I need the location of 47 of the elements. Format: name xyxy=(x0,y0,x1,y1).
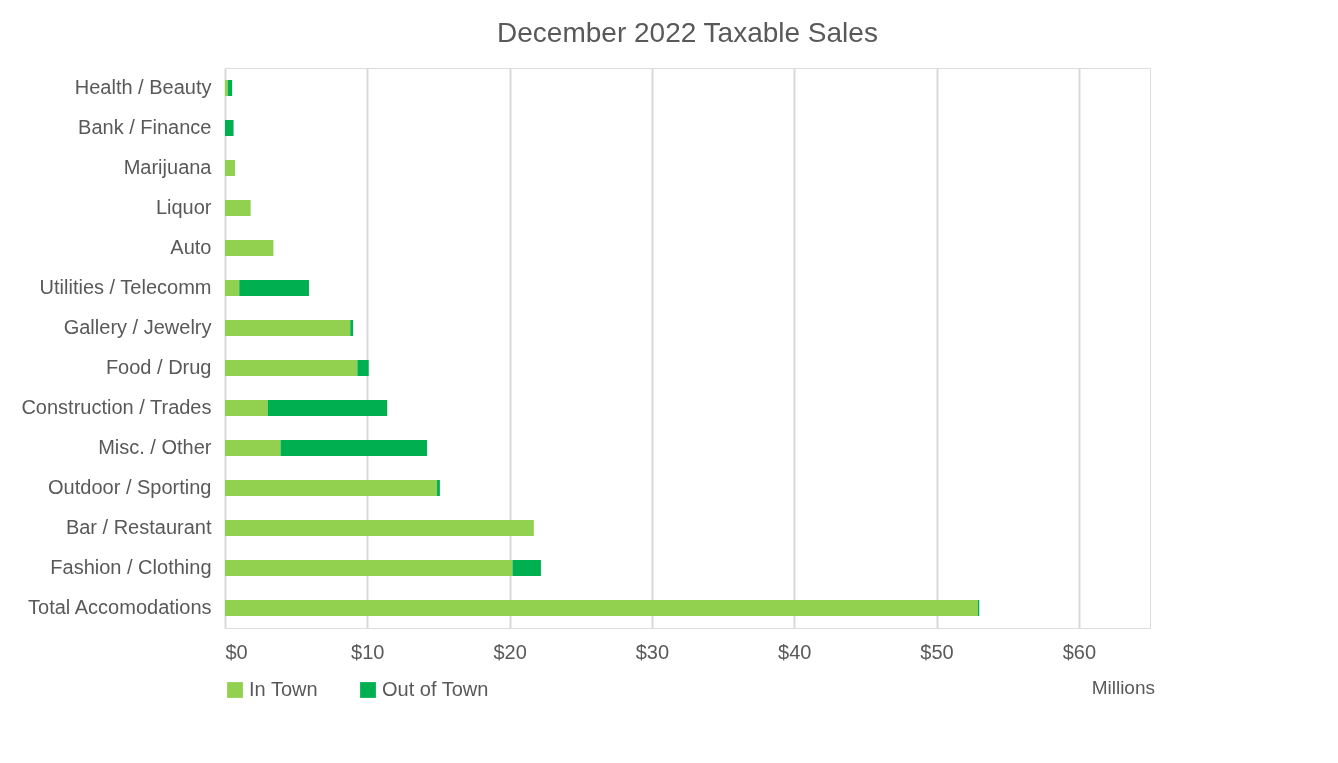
bar xyxy=(225,520,534,536)
bar xyxy=(225,360,358,376)
bar xyxy=(225,160,235,176)
y-tick-label: Food / Drug xyxy=(105,356,212,378)
bar xyxy=(225,200,251,216)
bar xyxy=(357,360,369,376)
x-tick-label: $40 xyxy=(778,640,812,663)
y-tick-label: Fashion / Clothing xyxy=(50,556,212,578)
bar xyxy=(350,320,354,336)
bar xyxy=(280,440,428,456)
x-tick-label: $60 xyxy=(1062,640,1097,663)
bar xyxy=(225,280,240,296)
bar xyxy=(437,480,440,496)
x-tick-label: $0 xyxy=(225,640,248,663)
y-tick-label: Auto xyxy=(170,236,212,258)
y-tick-label: Outdoor / Sporting xyxy=(48,476,212,498)
bar xyxy=(225,560,513,576)
bar xyxy=(225,320,351,336)
bar xyxy=(227,80,233,96)
bar xyxy=(225,600,978,616)
y-tick-label: Bar / Restaurant xyxy=(65,516,212,538)
x-tick-label: $10 xyxy=(351,640,385,663)
y-tick-label: Utilities / Telecomm xyxy=(39,276,212,298)
y-tick-label: Marijuana xyxy=(123,156,213,178)
bar xyxy=(225,480,438,496)
y-tick-label: Gallery / Jewelry xyxy=(63,316,212,338)
y-tick-label: Misc. / Other xyxy=(98,436,212,458)
y-tick-label: Liquor xyxy=(155,196,212,218)
bar xyxy=(225,440,281,456)
chart-title: December 2022 Taxable Sales xyxy=(497,17,878,48)
bar xyxy=(225,80,228,96)
x-tick-label: $20 xyxy=(493,640,527,663)
bar xyxy=(225,240,274,256)
x-tick-label: $30 xyxy=(635,640,670,663)
x-tick-label: $50 xyxy=(920,640,954,663)
y-tick-label: Construction / Trades xyxy=(21,396,212,418)
text: Millions xyxy=(1091,677,1155,698)
legend-label: Out of Town xyxy=(382,678,489,700)
bar xyxy=(225,400,268,416)
bar xyxy=(267,400,388,416)
y-tick-label: Bank / Finance xyxy=(78,116,212,138)
bar xyxy=(225,120,234,136)
bar xyxy=(239,280,309,296)
y-tick-label: Health / Beauty xyxy=(74,76,212,98)
y-tick-label: Total Accomodations xyxy=(28,596,212,618)
bar xyxy=(512,560,541,576)
legend-label: In Town xyxy=(249,678,318,700)
